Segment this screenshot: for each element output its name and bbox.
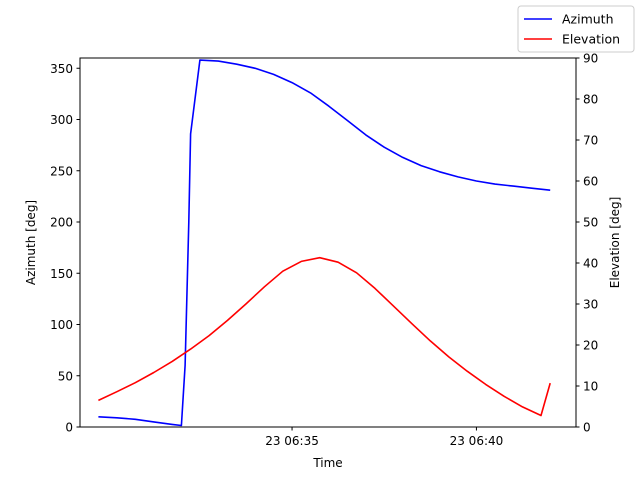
plot-frame (79, 57, 577, 428)
legend-frame (517, 5, 635, 53)
bottom-axis: 23 06:35 23 06:40 (265, 427, 503, 448)
right-y-tick-label: 60 (583, 175, 598, 189)
legend-label-elevation: Elevation (562, 32, 620, 47)
left-y-tick-label: 250 (50, 164, 73, 178)
right-axis: 0 10 20 30 40 50 60 70 80 90 (576, 52, 598, 435)
right-y-tick-label: 20 (583, 339, 598, 353)
right-y-tick-label: 80 (583, 93, 598, 107)
legend: Azimuth Elevation (517, 5, 635, 53)
plot-area (79, 57, 577, 428)
left-y-axis-label: Azimuth [deg] (24, 200, 38, 285)
right-y-axis-label: Elevation [deg] (608, 197, 622, 289)
left-y-tick-label: 0 (65, 421, 73, 435)
left-y-tick-label: 350 (50, 62, 73, 76)
legend-label-azimuth: Azimuth (562, 12, 614, 27)
right-y-tick-label: 50 (583, 216, 598, 230)
x-axis-label: Time (312, 456, 342, 470)
right-y-tick-label: 40 (583, 257, 598, 271)
x-tick-label: 23 06:35 (265, 434, 319, 448)
left-y-tick-label: 200 (50, 216, 73, 230)
left-y-tick-label: 100 (50, 318, 73, 332)
series-line-azimuth (98, 59, 551, 427)
right-y-tick-label: 90 (583, 52, 598, 66)
right-y-tick-label: 30 (583, 298, 598, 312)
x-tick-label: 23 06:40 (450, 434, 504, 448)
left-axis: 0 50 100 150 200 250 300 350 (50, 62, 80, 435)
series-line-elevation (98, 256, 551, 417)
left-y-tick-label: 50 (58, 369, 73, 383)
right-y-tick-label: 0 (583, 421, 591, 435)
left-y-tick-label: 150 (50, 267, 73, 281)
left-y-tick-label: 300 (50, 113, 73, 127)
right-y-tick-label: 70 (583, 134, 598, 148)
series-layer (98, 59, 551, 427)
right-y-tick-label: 10 (583, 380, 598, 394)
